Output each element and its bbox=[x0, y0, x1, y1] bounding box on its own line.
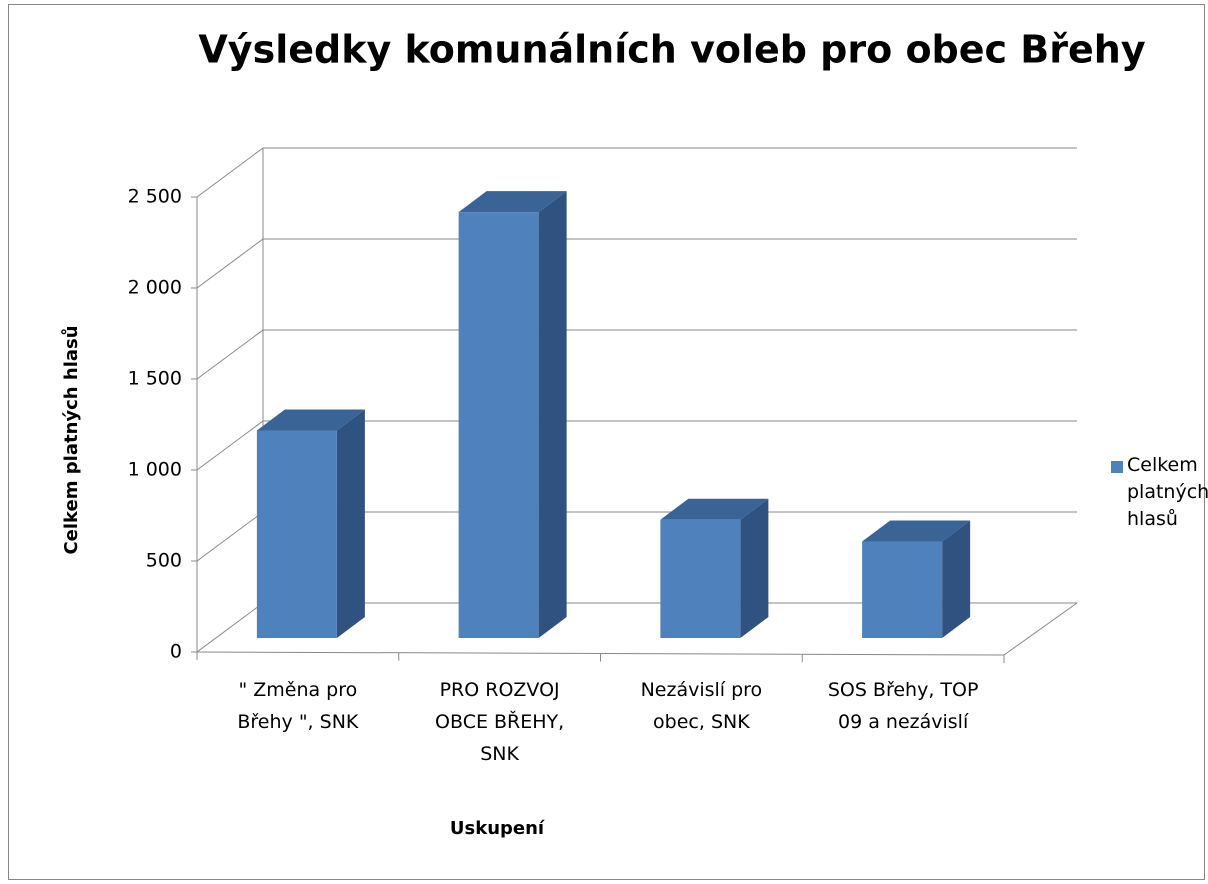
y-axis-title: Celkem platných hlasů bbox=[60, 325, 82, 554]
chart-title: Výsledky komunálních voleb pro obec Břeh… bbox=[198, 28, 1145, 72]
chart-border bbox=[8, 4, 1205, 880]
bar bbox=[458, 212, 539, 638]
y-tick-label: 2 000 bbox=[128, 277, 182, 299]
y-tick-label: 1 000 bbox=[128, 459, 182, 481]
y-tick-label: 1 500 bbox=[128, 368, 182, 390]
grid-line bbox=[196, 420, 264, 471]
grid-line bbox=[196, 602, 264, 653]
x-axis-title: Uskupení bbox=[450, 818, 545, 839]
bar-side bbox=[942, 520, 971, 638]
bar-top bbox=[458, 191, 567, 213]
y-tick-label: 2 500 bbox=[128, 186, 182, 208]
bar-side bbox=[740, 498, 769, 638]
floor-edge bbox=[1003, 602, 1078, 656]
y-tick-label: 0 bbox=[170, 641, 182, 663]
bar bbox=[256, 430, 337, 638]
legend-label: Celkem platných hlasů bbox=[1127, 454, 1208, 530]
grid-line bbox=[196, 511, 264, 562]
bar bbox=[660, 519, 741, 638]
bar-side bbox=[336, 409, 365, 638]
bar-top bbox=[256, 409, 365, 431]
legend-swatch bbox=[1111, 461, 1123, 473]
x-tick-label: SOS Břehy, TOP 09 a nezávislí bbox=[827, 679, 979, 733]
bar-side bbox=[538, 191, 567, 638]
bar bbox=[862, 541, 943, 638]
y-tick-label: 500 bbox=[146, 550, 182, 572]
bar-top bbox=[862, 520, 971, 542]
grid-line bbox=[196, 147, 264, 198]
x-tick-label: PRO ROZVOJ OBCE BŘEHY, SNK bbox=[435, 679, 565, 765]
x-tick-label: Nezávislí pro obec, SNK bbox=[640, 679, 763, 733]
bar-top bbox=[660, 498, 769, 520]
grid-line bbox=[196, 329, 264, 380]
grid-line bbox=[196, 238, 264, 289]
x-tick-label: " Změna pro Břehy ", SNK bbox=[237, 679, 359, 733]
